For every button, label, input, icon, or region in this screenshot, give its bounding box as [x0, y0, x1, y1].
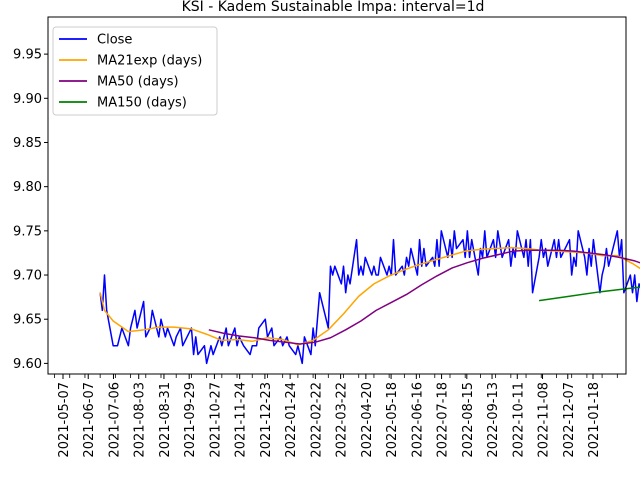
- x-tick-label: 2022-07-18: [436, 382, 451, 458]
- plot-frame: [47, 16, 627, 375]
- x-tick-label: 2022-12-07: [562, 382, 577, 458]
- x-tick-label: 2022-05-18: [385, 382, 400, 458]
- plot-area: [99, 230, 640, 365]
- series-line-0: [99, 230, 640, 365]
- x-tick-label: 2021-06-07: [82, 382, 97, 458]
- x-tick-label: 2021-08-31: [158, 382, 173, 458]
- x-tick-label: 2021-10-27: [208, 382, 223, 458]
- y-tick-label: 9.90: [13, 92, 42, 107]
- chart-title: KSI - Kadem Sustainable Impa: interval=1…: [182, 0, 485, 15]
- y-tick-label: 9.95: [13, 48, 42, 63]
- x-tick-label: 2022-04-20: [360, 382, 375, 458]
- series-line-2: [208, 249, 640, 345]
- x-tick-label: 2021-05-07: [57, 382, 72, 458]
- x-tick-label: 2022-09-13: [486, 382, 501, 458]
- y-axis: 9.60 9.65 9.70 9.75 9.80 9.85 9.90 9.95: [13, 48, 48, 372]
- y-tick-label: 9.70: [13, 269, 42, 284]
- x-axis: 2021-05-07 2021-06-07 2021-07-06 2021-08-03…: [54, 374, 618, 458]
- x-tick-label: 2022-11-08: [537, 382, 552, 458]
- x-tick-label: 2021-09-29: [183, 382, 198, 458]
- x-tick-label: 2022-03-22: [335, 382, 350, 458]
- legend-label-2: MA50 (days): [97, 75, 179, 90]
- legend-label-3: MA150 (days): [97, 96, 187, 111]
- x-tick-label: 2021-12-23: [259, 382, 274, 458]
- y-tick-label: 9.80: [13, 180, 42, 195]
- x-tick-label: 2021-07-06: [107, 382, 122, 458]
- x-tick-label: 2021-11-24: [234, 382, 249, 458]
- x-tick-label: 2022-08-15: [461, 382, 476, 458]
- y-tick-label: 9.60: [13, 357, 42, 372]
- x-tick-label: 2021-01-18: [587, 382, 602, 458]
- legend: Close MA21exp (days) MA50 (days) MA150 (day…: [52, 26, 218, 116]
- y-tick-label: 9.85: [13, 136, 42, 151]
- y-tick-label: 9.65: [13, 313, 42, 328]
- series-line-3: [538, 286, 640, 302]
- x-tick-label: 2022-10-11: [511, 382, 526, 458]
- x-tick-label: 2021-08-03: [133, 382, 148, 458]
- x-tick-label: 2022-01-24: [284, 382, 299, 458]
- x-tick-label: 2022-06-16: [410, 382, 425, 458]
- legend-box: [52, 26, 218, 116]
- y-tick-label: 9.75: [13, 224, 42, 239]
- legend-label-0: Close: [97, 33, 132, 48]
- legend-label-1: MA21exp (days): [97, 54, 202, 69]
- x-tick-label: 2022-02-22: [309, 382, 324, 458]
